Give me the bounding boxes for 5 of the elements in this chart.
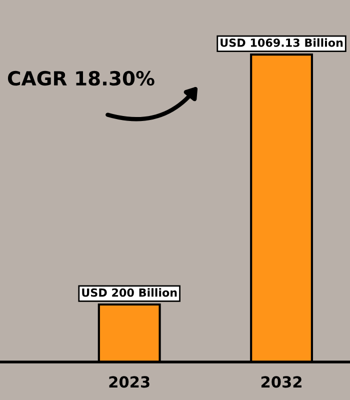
x-tick-label: 2023 (109, 376, 150, 388)
x-tick-label: 2032 (261, 376, 302, 388)
data-label: USD 200 Billion (82, 288, 177, 297)
data-label: USD 1069.13 Billion (220, 38, 343, 47)
annotation: CAGR 18.30% (8, 70, 154, 86)
